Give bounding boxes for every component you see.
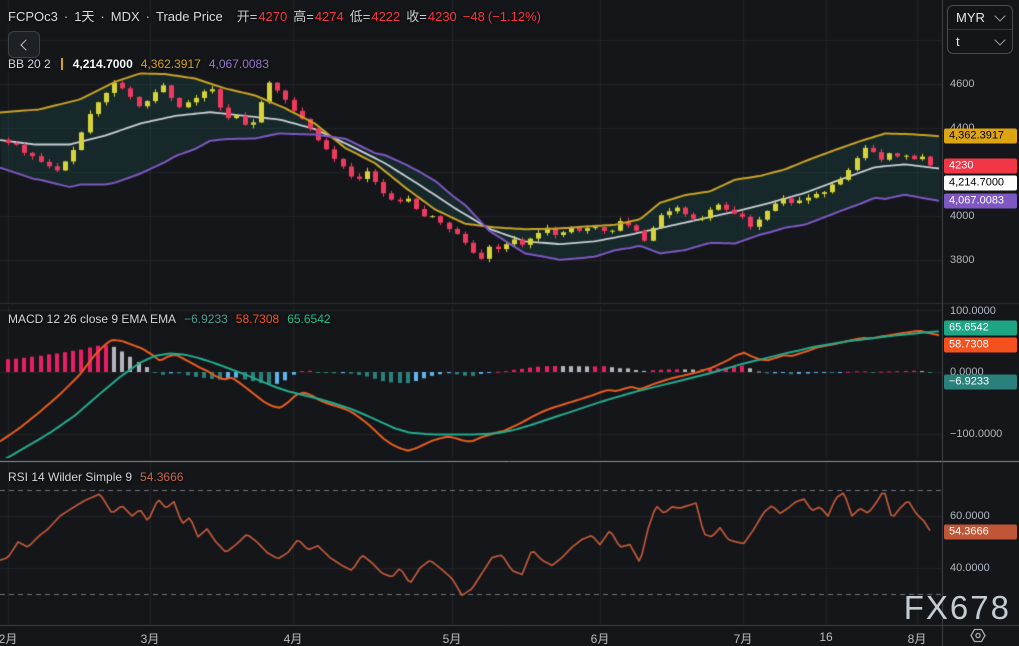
bb-indicator-row[interactable]: BB 20 2 4,214.7000 4,362.3917 4,067.0083 bbox=[8, 57, 269, 71]
open-value: 4270 bbox=[258, 9, 288, 24]
separator-dot: · bbox=[145, 9, 150, 24]
change-percent: (−1.12%) bbox=[487, 9, 541, 24]
macd-hist-badge: −6.9233 bbox=[944, 374, 1017, 390]
chevron-down-icon bbox=[994, 9, 1006, 22]
rsi-value-badge: 54.3666 bbox=[944, 524, 1017, 540]
bb-mid-value: 4,214.7000 bbox=[72, 57, 133, 71]
high-label: 高= bbox=[293, 9, 314, 24]
rsi-value: 54.3666 bbox=[140, 470, 184, 484]
time-axis-label: 8月 bbox=[907, 632, 927, 646]
macd-signal-badge: 65.6542 bbox=[944, 320, 1017, 336]
price-axis-tick: 4000 bbox=[950, 210, 975, 222]
separator-dot: · bbox=[63, 9, 69, 24]
unit-dropdown[interactable]: t bbox=[948, 29, 1012, 53]
price-axis-tick: 4600 bbox=[950, 78, 975, 90]
bb-label: BB 20 2 bbox=[8, 57, 51, 71]
time-axis-label: 16 bbox=[819, 630, 833, 644]
series-type-label: Trade Price bbox=[156, 9, 223, 24]
unit-value: t bbox=[956, 34, 960, 49]
bb-upper-badge: 4,362.3917 bbox=[944, 128, 1017, 144]
separator-dot: · bbox=[100, 9, 105, 24]
time-axis-label: 5月 bbox=[442, 632, 462, 646]
price-axis-tick: 3800 bbox=[950, 254, 975, 266]
rsi-axis-tick: 60.0000 bbox=[950, 510, 990, 522]
time-axis-label: 2月 bbox=[0, 632, 18, 646]
change-value: −48 bbox=[462, 9, 485, 24]
macd-signal-value: 65.6542 bbox=[287, 312, 331, 326]
symbol-name[interactable]: FCPOc3 bbox=[8, 9, 58, 24]
macd-axis-tick: −100.0000 bbox=[950, 428, 1003, 440]
bb-color-tick-icon bbox=[60, 58, 63, 70]
rsi-indicator-row[interactable]: RSI 14 Wilder Simple 9 54.3666 bbox=[8, 470, 183, 484]
exchange-label: MDX bbox=[110, 9, 140, 24]
symbol-header: FCPOc3 · 1天 · MDX · Trade Price 开= 4270 高… bbox=[8, 6, 541, 25]
chevron-down-icon bbox=[994, 33, 1006, 46]
rsi-axis-tick: 40.0000 bbox=[950, 562, 990, 574]
close-label: 收= bbox=[406, 9, 427, 24]
macd-hist-value: −6.9233 bbox=[184, 312, 228, 326]
currency-dropdown[interactable]: MYR bbox=[948, 6, 1012, 29]
macd-label: MACD 12 26 close 9 EMA EMA bbox=[8, 312, 177, 326]
open-label: 开= bbox=[236, 9, 258, 24]
interval-label[interactable]: 1天 bbox=[74, 9, 95, 24]
bb-upper-value: 4,362.3917 bbox=[140, 57, 201, 71]
rsi-label: RSI 14 Wilder Simple 9 bbox=[8, 470, 133, 484]
close-value: 4230 bbox=[427, 9, 457, 24]
macd-axis-tick: 100.0000 bbox=[950, 305, 996, 317]
bb-mid-badge: 4,214.7000 bbox=[944, 175, 1017, 191]
bb-lower-badge: 4,067.0083 bbox=[944, 193, 1017, 209]
quote-settings-box: MYR t bbox=[947, 5, 1013, 54]
time-axis-label: 3月 bbox=[140, 632, 160, 646]
back-button[interactable] bbox=[8, 31, 40, 58]
bb-lower-value: 4,067.0083 bbox=[208, 57, 269, 71]
watermark: FX678 bbox=[903, 589, 1011, 626]
low-label: 低= bbox=[349, 9, 371, 24]
settings-icon[interactable] bbox=[967, 627, 989, 644]
macd-line-value: 58.7308 bbox=[235, 312, 280, 326]
macd-line-badge: 58.7308 bbox=[944, 337, 1017, 353]
last-price-badge: 4230 bbox=[944, 158, 1017, 174]
currency-value: MYR bbox=[956, 10, 985, 25]
time-axis-label: 7月 bbox=[733, 632, 753, 646]
chevron-left-icon bbox=[19, 38, 32, 51]
low-value: 4222 bbox=[371, 9, 401, 24]
high-value: 4274 bbox=[314, 9, 344, 24]
macd-indicator-row[interactable]: MACD 12 26 close 9 EMA EMA −6.9233 58.73… bbox=[8, 312, 331, 326]
time-axis-label: 6月 bbox=[590, 632, 610, 646]
time-axis-label: 4月 bbox=[283, 632, 303, 646]
